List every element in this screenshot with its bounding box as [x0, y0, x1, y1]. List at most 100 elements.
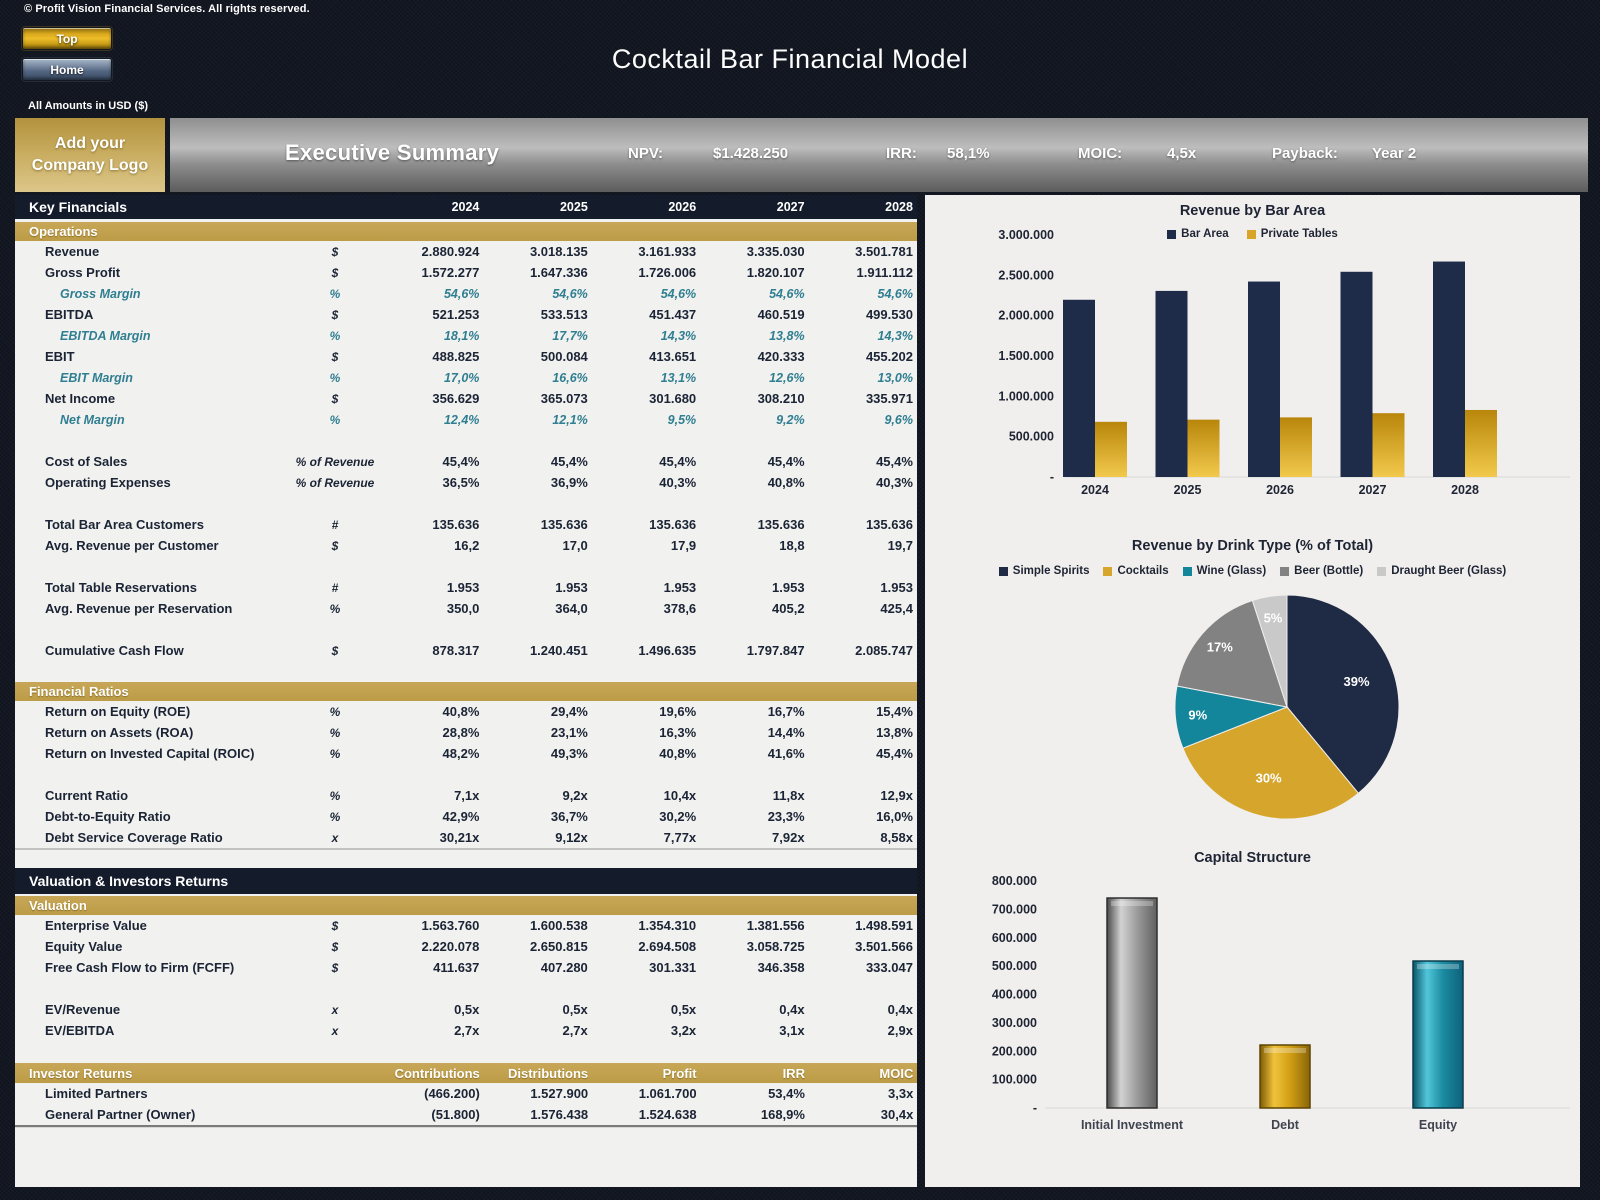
- row-unit: $: [331, 307, 339, 322]
- cell-value: 3.058.725: [746, 939, 805, 954]
- cell-value: 45,4%: [767, 454, 805, 469]
- legend-item: Wine (Glass): [1182, 565, 1266, 577]
- pie-slice: [1286, 594, 1400, 795]
- table-row: EV/Revenue x 0,5x 0,5x 0,5x 0,4x 0,4x: [15, 999, 917, 1020]
- cell-value: 3.501.781: [855, 244, 913, 259]
- legend-item: Draught Beer (Glass): [1377, 565, 1506, 577]
- cell-value: 54,6%: [769, 286, 805, 301]
- cell-value: 350,0: [446, 601, 480, 616]
- cell-value: 12,4%: [443, 412, 480, 427]
- table-row: Total Bar Area Customers #135.636 135.636 1…: [15, 514, 917, 535]
- row-label: EBIT Margin: [60, 370, 133, 385]
- table-row: Current Ratio% 7,1x 9,2x 10,4x 11,8x 12,9x: [15, 785, 917, 806]
- table-row: Debt Service Coverage Ratio x 30,21x 9,12x 7…: [15, 827, 917, 848]
- pie-slice: [1176, 599, 1288, 708]
- table-row: Gross Profit $1.572.277 1.647.336 1.726.006…: [15, 262, 917, 283]
- key-financials-table: Key Financials 2024 2025 2026 2027 2028 Operat…: [15, 195, 917, 1187]
- table-row: Return on Assets (ROA)% 28,8% 23,1% 16,3% 14…: [15, 722, 917, 743]
- cell-value: 3.018.135: [529, 244, 588, 259]
- column-header: Profit: [662, 1065, 697, 1081]
- table-row: Limited Partners (466.200) 1.527.900 1.061.…: [15, 1083, 917, 1104]
- chart-text: 1.500.000: [998, 349, 1054, 363]
- cell-value: 23,1%: [550, 725, 588, 740]
- row-label: Debt Service Coverage Ratio: [45, 830, 223, 845]
- cell-value: 135.636: [757, 517, 805, 532]
- company-logo-placeholder[interactable]: Add your Company Logo: [15, 118, 165, 192]
- chart-text: 2025: [1174, 483, 1202, 497]
- subsection-band-gold: Valuation: [15, 896, 917, 915]
- private-tables-bar: [1095, 421, 1127, 477]
- cell-value: (466.200): [424, 1086, 480, 1101]
- row-label: Current Ratio: [45, 788, 129, 803]
- cell-value: 45,4%: [442, 454, 480, 469]
- bar-bevel: [1417, 964, 1459, 970]
- table-row: Net Income $356.629 365.073 301.680 308.210 3…: [15, 388, 917, 409]
- legend-label: Simple Spirits: [1012, 565, 1090, 577]
- table-row: Net Margin% 12,4% 12,1% 9,5% 9,2% 9,6%: [15, 409, 917, 430]
- cell-value: 19,7: [887, 538, 913, 553]
- cell-value: 17,0: [562, 538, 588, 553]
- cell-value: 17,0%: [443, 370, 480, 385]
- table-row: Avg. Revenue per Customer $16,2 17,0 17,9 18…: [15, 535, 917, 556]
- table-row: Revenue $2.880.924 3.018.135 3.161.933 3.335…: [15, 241, 917, 262]
- cell-value: 1.563.760: [421, 918, 480, 933]
- cell-value: 3.335.030: [746, 244, 805, 259]
- cell-value: 1.953: [663, 580, 697, 595]
- row-label: Free Cash Flow to Firm (FCFF): [45, 960, 235, 975]
- row-unit: #: [331, 517, 339, 532]
- cell-value: 346.358: [757, 960, 805, 975]
- cell-value: 16,6%: [552, 370, 588, 385]
- row-label: EBITDA Margin: [60, 328, 151, 343]
- year-header: 2027: [776, 200, 805, 214]
- row-unit: %: [329, 286, 341, 301]
- row-label: Equity Value: [45, 939, 123, 954]
- cell-value: 9,12x: [555, 830, 588, 845]
- cell-value: 1.061.700: [638, 1086, 697, 1101]
- metric-value: $1.428.250: [713, 145, 789, 162]
- legend-item: Beer (Bottle): [1280, 565, 1363, 577]
- cell-value: 2.880.924: [421, 244, 480, 259]
- cell-value: 1.647.336: [529, 265, 588, 280]
- table-row: EBITDA Margin% 18,1% 17,7% 14,3% 13,8% 14,3%: [15, 325, 917, 346]
- row-unit: #: [331, 580, 339, 595]
- cell-value: 500.084: [540, 349, 588, 364]
- home-button[interactable]: Home: [22, 58, 112, 81]
- cell-value: 0,4x: [779, 1002, 805, 1017]
- bar-area-bar: [1433, 261, 1465, 477]
- cell-value: 14,3%: [660, 328, 697, 343]
- cell-value: 135.636: [432, 517, 480, 532]
- legend-label: Private Tables: [1260, 228, 1338, 240]
- cell-value: 1.527.900: [530, 1086, 589, 1101]
- row-unit: $: [331, 391, 339, 406]
- cell-value: 53,4%: [768, 1086, 805, 1101]
- row-unit: x: [331, 1023, 339, 1038]
- row-unit: $: [331, 960, 339, 975]
- private-tables-bar: [1465, 409, 1497, 477]
- year-header: 2028: [885, 200, 913, 214]
- legend-item: Simple Spirits: [998, 565, 1090, 577]
- cell-value: 521.253: [432, 307, 480, 322]
- row-label: Return on Invested Capital (ROIC): [45, 746, 255, 761]
- table-row: Free Cash Flow to Firm (FCFF) $411.637 407…: [15, 957, 917, 978]
- cell-value: 488.825: [432, 349, 480, 364]
- bar-area-bar: [1340, 271, 1373, 477]
- cell-value: 1.381.556: [746, 918, 805, 933]
- top-button[interactable]: Top: [22, 27, 112, 50]
- cell-value: 30,2%: [659, 809, 697, 824]
- cell-value: 9,2x: [562, 788, 588, 803]
- cell-value: 18,8: [779, 538, 805, 553]
- chart-text: 2024: [1081, 483, 1109, 497]
- cell-value: 40,8%: [659, 746, 697, 761]
- row-label: Debt-to-Equity Ratio: [45, 809, 171, 824]
- cell-value: 42,9%: [442, 809, 480, 824]
- metric-label: MOIC:: [1078, 145, 1123, 162]
- bar-chart-title: Revenue by Bar Area: [1179, 203, 1326, 219]
- row-unit: %: [329, 704, 341, 719]
- cell-value: 0,4x: [887, 1002, 913, 1017]
- cell-value: 0,5x: [670, 1002, 697, 1017]
- table-row: Gross Margin% 54,6% 54,6% 54,6% 54,6% 54,6%: [15, 283, 917, 304]
- cell-value: 3,1x: [779, 1023, 805, 1038]
- cell-value: 40,8%: [442, 704, 480, 719]
- cell-value: 28,8%: [442, 725, 480, 740]
